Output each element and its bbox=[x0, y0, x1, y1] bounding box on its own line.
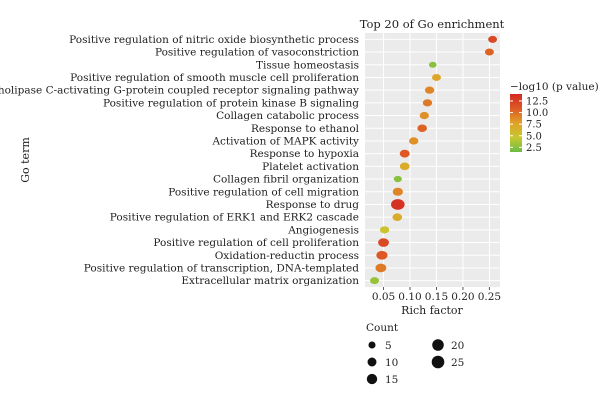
color-legend-title: −log10 (p value) bbox=[510, 81, 599, 93]
size-legend-label: 25 bbox=[451, 357, 464, 369]
y-tick-label: Positive regulation of ERK1 and ERK2 cas… bbox=[110, 212, 359, 224]
size-legend-title: Count bbox=[366, 322, 399, 334]
data-point bbox=[432, 73, 441, 81]
color-tick-label: 2.5 bbox=[526, 143, 542, 154]
y-tick-label: Oxidation-reductin process bbox=[215, 250, 359, 262]
y-tick-label: Positive regulation of transcription, DN… bbox=[84, 262, 360, 274]
data-point bbox=[399, 149, 410, 158]
data-point bbox=[422, 99, 433, 107]
y-tick-label: Tissue homeostasis bbox=[256, 59, 359, 71]
y-tick-label: Response to drug bbox=[266, 199, 360, 211]
size-legend-items: 5 10 15 20 25 bbox=[366, 339, 464, 386]
chart-title: Top 20 of Go enrichment bbox=[360, 17, 505, 31]
data-point bbox=[424, 86, 435, 94]
color-tick-label: 12.5 bbox=[526, 96, 548, 107]
x-tick-label: 0.15 bbox=[425, 291, 448, 303]
y-axis-labels: Positive regulation of nitric oxide bios… bbox=[0, 34, 360, 287]
data-points bbox=[370, 35, 498, 285]
data-point bbox=[375, 263, 387, 273]
y-tick-label: Response to hypoxia bbox=[250, 148, 359, 160]
color-tick-label: 10.0 bbox=[526, 108, 548, 119]
data-point bbox=[392, 213, 403, 221]
data-point bbox=[419, 111, 429, 120]
y-tick-label: Activation of MAPK activity bbox=[211, 135, 359, 147]
size-legend-label: 5 bbox=[385, 340, 392, 352]
color-legend-ticks: 12.510.07.55.02.5 bbox=[510, 96, 548, 154]
y-tick-label: Collagen catabolic process bbox=[216, 110, 359, 122]
plot-panel bbox=[365, 33, 500, 287]
data-point bbox=[378, 238, 389, 247]
size-legend-label: 20 bbox=[451, 340, 464, 352]
data-point bbox=[417, 124, 427, 133]
data-point bbox=[488, 35, 498, 43]
y-tick-label: Positive regulation of cell migration bbox=[168, 186, 359, 198]
y-tick-label: Positive regulation of protein kinase B … bbox=[103, 97, 359, 109]
data-point bbox=[379, 226, 390, 234]
color-legend: −log10 (p value) 12.510.07.55.02.5 bbox=[510, 81, 599, 154]
size-legend-label: 10 bbox=[385, 357, 398, 369]
data-point bbox=[391, 199, 405, 210]
data-point bbox=[370, 277, 379, 285]
size-legend-dot bbox=[366, 373, 378, 385]
data-point bbox=[428, 61, 437, 68]
size-legend-dot bbox=[431, 355, 445, 369]
x-axis-ticks: 0.05 0.10 0.15 0.20 0.25 bbox=[372, 287, 501, 303]
grid-lines bbox=[365, 33, 500, 287]
y-tick-label: Positive regulation of nitric oxide bios… bbox=[69, 34, 359, 46]
y-tick-label: Positive regulation of cell proliferatio… bbox=[153, 237, 359, 249]
x-tick-label: 0.05 bbox=[372, 291, 395, 303]
x-tick-label: 0.10 bbox=[398, 291, 421, 303]
data-point bbox=[392, 187, 403, 196]
y-tick-label: Platelet activation bbox=[262, 161, 359, 173]
x-axis-title: Rich factor bbox=[401, 304, 463, 317]
data-point bbox=[376, 250, 388, 260]
color-tick-label: 7.5 bbox=[526, 120, 542, 131]
data-point bbox=[484, 48, 494, 56]
y-axis-title: Go term bbox=[19, 137, 32, 183]
y-tick-label: Positive regulation of vasoconstriction bbox=[155, 47, 359, 59]
size-legend-label: 15 bbox=[385, 374, 398, 386]
size-legend: Count 5 10 15 20 25 bbox=[366, 322, 464, 386]
size-legend-dot bbox=[432, 339, 444, 351]
y-tick-label: Phospholipase C-activating G-protein cou… bbox=[0, 85, 359, 97]
x-tick-label: 0.25 bbox=[478, 291, 501, 303]
color-bar bbox=[510, 94, 522, 152]
data-point bbox=[409, 137, 419, 145]
data-point bbox=[393, 175, 402, 183]
y-tick-label: Positive regulation of smooth muscle cel… bbox=[70, 72, 359, 84]
size-legend-dot bbox=[368, 341, 376, 349]
size-legend-dot bbox=[367, 357, 377, 367]
y-tick-label: Extracellular matrix organization bbox=[181, 275, 359, 287]
y-tick-label: Collagen fibril organization bbox=[213, 174, 359, 186]
y-tick-label: Angiogenesis bbox=[287, 224, 359, 236]
x-tick-label: 0.20 bbox=[451, 291, 474, 303]
data-point bbox=[399, 162, 410, 171]
color-tick-label: 5.0 bbox=[526, 131, 542, 142]
y-tick-label: Response to ethanol bbox=[251, 123, 360, 135]
